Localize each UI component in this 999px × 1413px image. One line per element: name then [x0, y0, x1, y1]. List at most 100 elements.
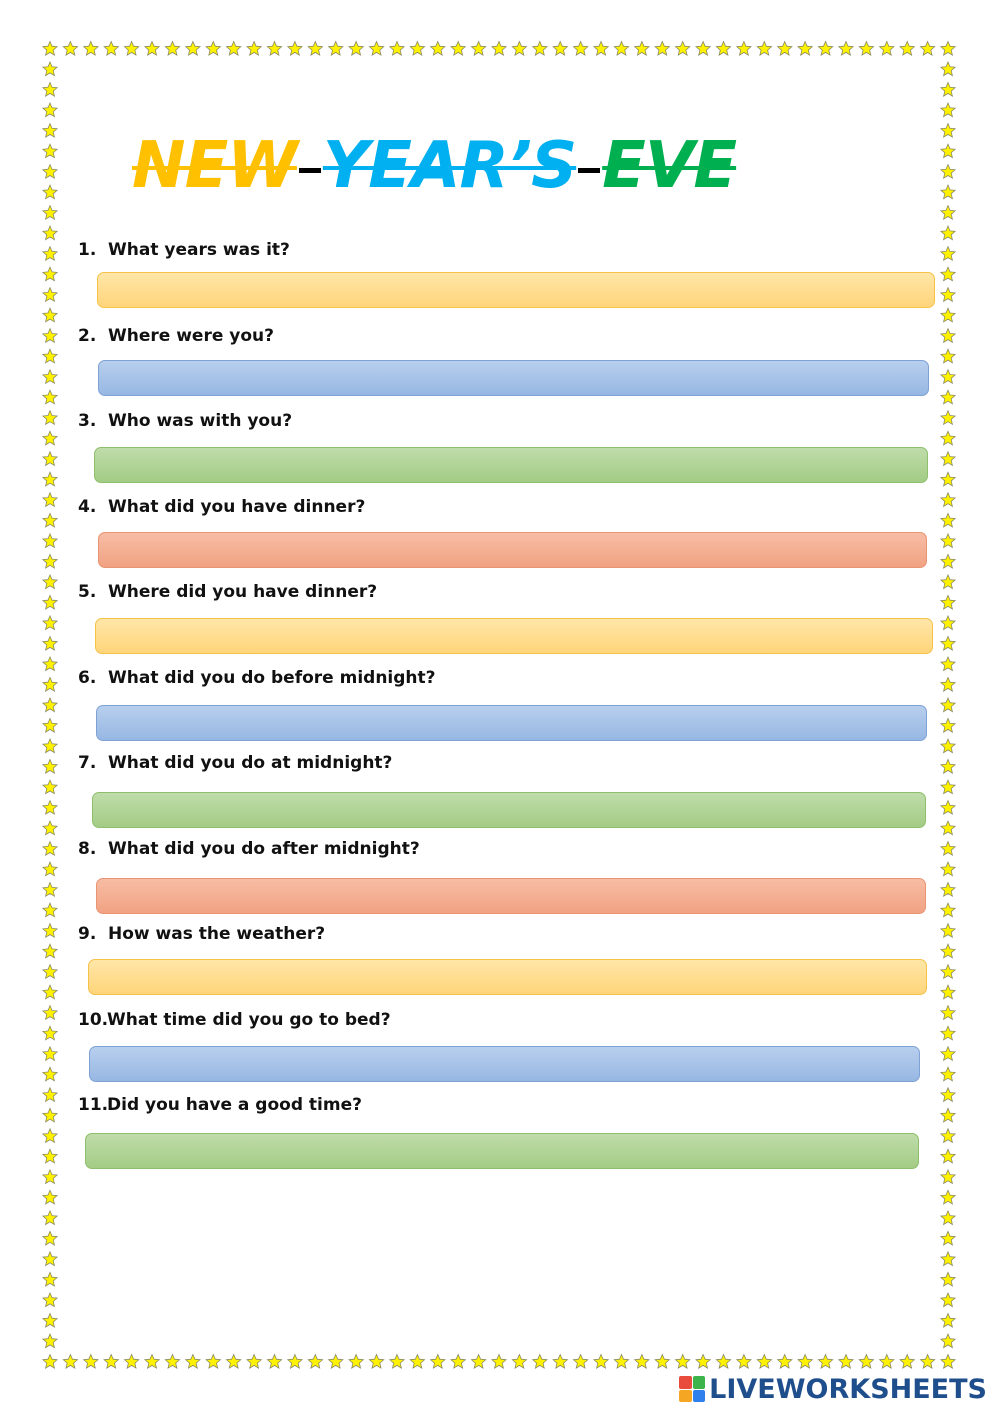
border-star-icon — [429, 1353, 446, 1369]
border-star-icon — [939, 491, 957, 508]
border-star-icon — [939, 1107, 957, 1123]
border-star-icon — [939, 696, 957, 713]
question-number: 4. — [78, 497, 97, 517]
answer-box-10[interactable] — [89, 1046, 920, 1082]
answer-box-6[interactable] — [96, 705, 927, 741]
answer-box-3[interactable] — [94, 447, 928, 483]
border-star-icon — [62, 1353, 79, 1369]
border-star-icon — [715, 1353, 732, 1369]
answer-box-7[interactable] — [92, 792, 926, 828]
answer-box-1[interactable] — [97, 272, 935, 308]
border-star-icon — [654, 1353, 671, 1369]
border-star-icon — [388, 40, 406, 56]
border-star-icon — [164, 40, 181, 56]
border-star-icon — [695, 1353, 712, 1369]
border-star-icon — [939, 204, 957, 221]
question-number: 11. — [78, 1095, 109, 1115]
question-1: 1. What years was it? — [78, 240, 290, 260]
border-star-icon — [837, 40, 855, 56]
border-star-icon — [939, 902, 957, 918]
question-text: What did you do before midnight? — [108, 668, 436, 688]
border-star-icon — [939, 1127, 957, 1144]
border-star-icon — [41, 1004, 59, 1021]
border-star-icon — [41, 943, 59, 959]
border-star-icon — [41, 1148, 59, 1164]
border-star-icon — [939, 1148, 957, 1164]
border-star-icon — [409, 40, 426, 56]
answer-box-5[interactable] — [95, 618, 933, 654]
question-7: 7. What did you do at midnight? — [78, 753, 392, 773]
border-star-icon — [246, 40, 263, 56]
border-star-icon — [286, 1353, 303, 1369]
border-star-icon — [103, 40, 120, 56]
logo-tile — [692, 1389, 706, 1402]
brand-text: LIVEWORKSHEETS — [709, 1373, 987, 1405]
border-star-icon — [939, 1332, 957, 1349]
border-star-icon — [939, 1004, 957, 1021]
border-star-icon — [164, 1353, 181, 1369]
border-star-icon — [490, 1353, 508, 1369]
border-star-icon — [878, 1353, 895, 1369]
border-star-icon — [939, 1312, 957, 1328]
border-star-icon — [225, 1353, 242, 1369]
border-star-icon — [41, 163, 59, 180]
border-star-icon — [266, 40, 283, 56]
answer-box-4[interactable] — [98, 532, 927, 568]
border-star-icon — [633, 1353, 650, 1369]
border-star-icon — [511, 40, 528, 56]
border-star-icon — [817, 1353, 834, 1369]
question-number: 9. — [78, 924, 97, 944]
border-star-icon — [592, 40, 610, 56]
border-star-icon — [388, 1353, 406, 1369]
border-star-icon — [633, 40, 650, 56]
border-star-icon — [939, 1250, 957, 1267]
border-star-icon — [41, 512, 59, 528]
question-number: 5. — [78, 582, 97, 602]
border-star-icon — [939, 1168, 957, 1185]
border-star-icon — [41, 902, 59, 918]
border-star-icon — [41, 40, 59, 56]
border-star-icon — [205, 1353, 222, 1369]
border-star-icon — [41, 1209, 59, 1226]
border-star-icon — [41, 614, 59, 631]
border-star-icon — [939, 779, 957, 795]
border-star-icon — [756, 1353, 773, 1369]
border-star-icon — [939, 984, 957, 1000]
border-star-icon — [41, 635, 59, 651]
border-star-icon — [41, 1025, 59, 1041]
border-star-icon — [41, 327, 59, 344]
border-star-icon — [674, 40, 691, 56]
border-star-icon — [939, 1086, 957, 1103]
border-star-icon — [878, 40, 895, 56]
border-star-icon — [368, 1353, 385, 1369]
border-star-icon — [41, 799, 59, 815]
border-star-icon — [41, 984, 59, 1000]
border-star-icon — [41, 1271, 59, 1287]
border-star-icon — [41, 101, 59, 118]
border-star-icon — [756, 40, 773, 56]
border-star-icon — [552, 40, 569, 56]
border-star-icon — [939, 184, 957, 200]
border-star-icon — [939, 655, 957, 672]
answer-box-9[interactable] — [88, 959, 927, 995]
border-star-icon — [939, 1025, 957, 1041]
liveworksheets-brand[interactable]: LIVEWORKSHEETS — [679, 1373, 987, 1405]
answer-box-8[interactable] — [96, 878, 926, 914]
border-star-icon — [41, 553, 59, 569]
border-star-icon — [41, 81, 59, 97]
border-star-icon — [62, 40, 79, 56]
answer-box-11[interactable] — [85, 1133, 919, 1169]
border-star-icon — [552, 1353, 569, 1369]
answer-box-2[interactable] — [98, 360, 929, 396]
border-star-icon — [858, 1353, 875, 1369]
border-star-icon — [41, 532, 59, 549]
border-star-icon — [348, 40, 365, 56]
border-star-icon — [939, 758, 957, 774]
border-star-icon — [41, 225, 59, 241]
border-star-icon — [41, 1332, 59, 1349]
question-number: 2. — [78, 326, 97, 346]
border-star-icon — [41, 1312, 59, 1328]
title-word-years: YEAR’S — [322, 129, 577, 203]
liveworksheets-logo-icon — [679, 1376, 706, 1402]
border-star-icon — [450, 40, 467, 56]
